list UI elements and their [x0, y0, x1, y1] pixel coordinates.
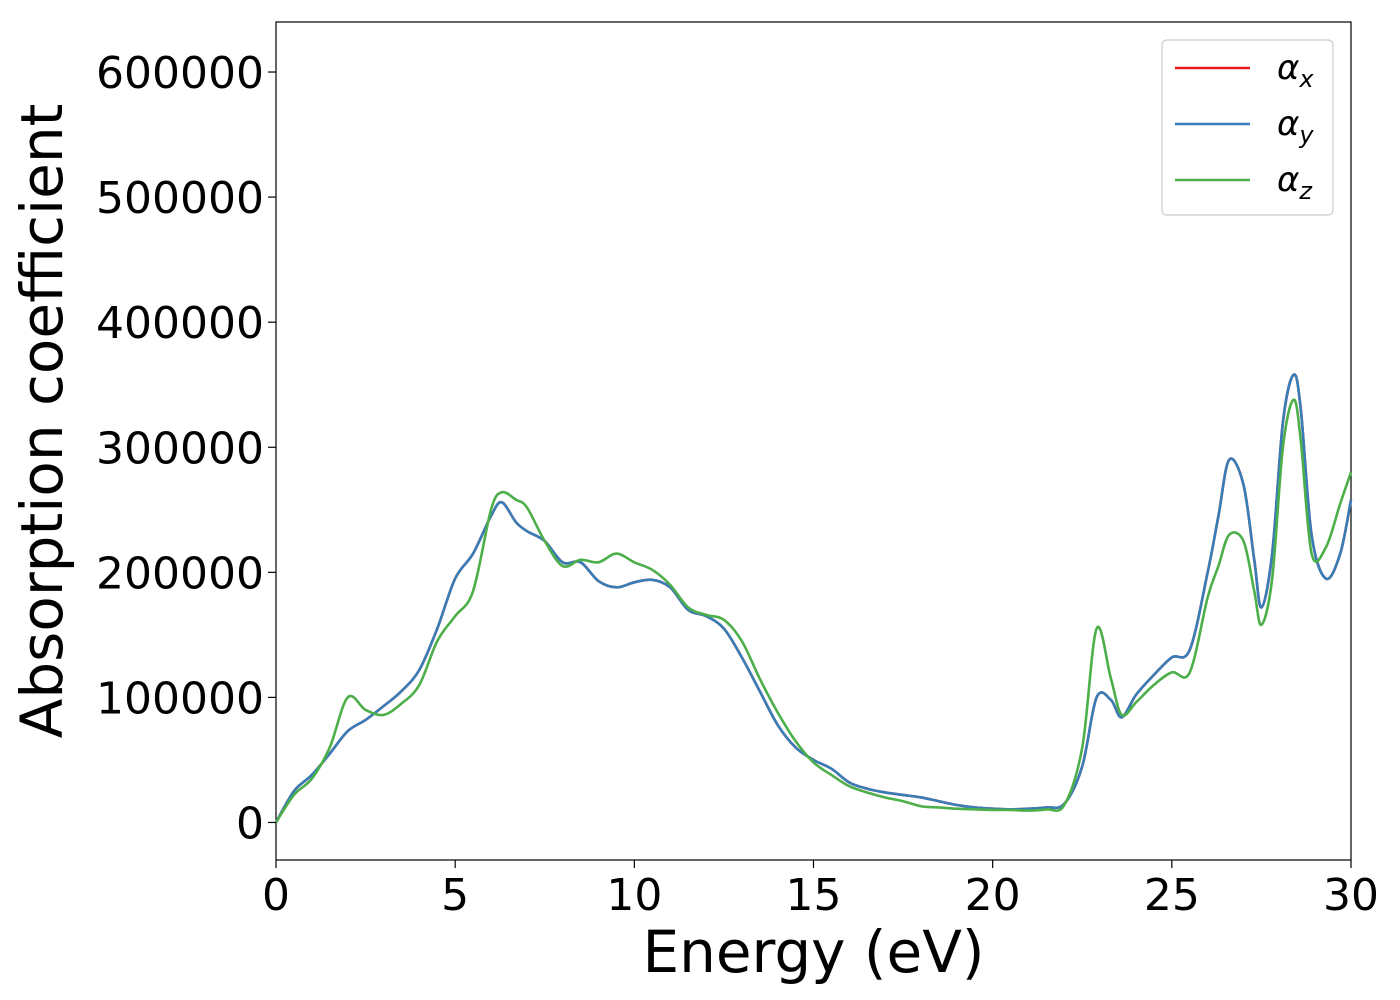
y-tick-label: 500000: [96, 173, 264, 224]
x-tick-label: 20: [965, 870, 1021, 921]
legend-label-subscript: x: [1298, 65, 1314, 93]
legend-label-x: αx: [1277, 48, 1314, 93]
x-axis-label: Energy (eV): [642, 918, 984, 986]
x-tick-label: 10: [606, 870, 662, 921]
x-axis-ticks: 0 5 10 15 20 25 30: [262, 860, 1379, 921]
y-axis-ticks: 0 100000 200000 300000 400000 500000 600000: [96, 48, 276, 849]
legend-label-base: α: [1277, 104, 1299, 144]
y-tick-label: 100000: [96, 673, 264, 724]
legend-label-subscript: z: [1298, 177, 1313, 205]
y-axis-label: Absorption coefficient: [8, 104, 76, 739]
y-tick-label: 0: [236, 798, 264, 849]
legend-label-base: α: [1277, 48, 1299, 88]
legend-label-y: αy: [1277, 104, 1314, 149]
legend-label-z: αz: [1277, 160, 1313, 205]
series-line-z: [274, 398, 1353, 824]
y-tick-label: 200000: [96, 548, 264, 599]
legend-label-subscript: y: [1298, 121, 1314, 149]
x-tick-label: 0: [262, 870, 290, 921]
x-tick-label: 30: [1323, 870, 1379, 921]
series-line-x: [274, 373, 1353, 824]
y-tick-label: 600000: [96, 48, 264, 99]
series-layer: [274, 373, 1353, 824]
legend-box: [1161, 39, 1334, 216]
y-tick-label: 300000: [96, 423, 264, 474]
x-tick-label: 25: [1144, 870, 1200, 921]
series-line-y: [274, 373, 1353, 824]
x-tick-label: 15: [786, 870, 842, 921]
y-tick-label: 400000: [96, 298, 264, 349]
legend-label-base: α: [1277, 160, 1299, 200]
x-tick-label: 5: [441, 870, 469, 921]
